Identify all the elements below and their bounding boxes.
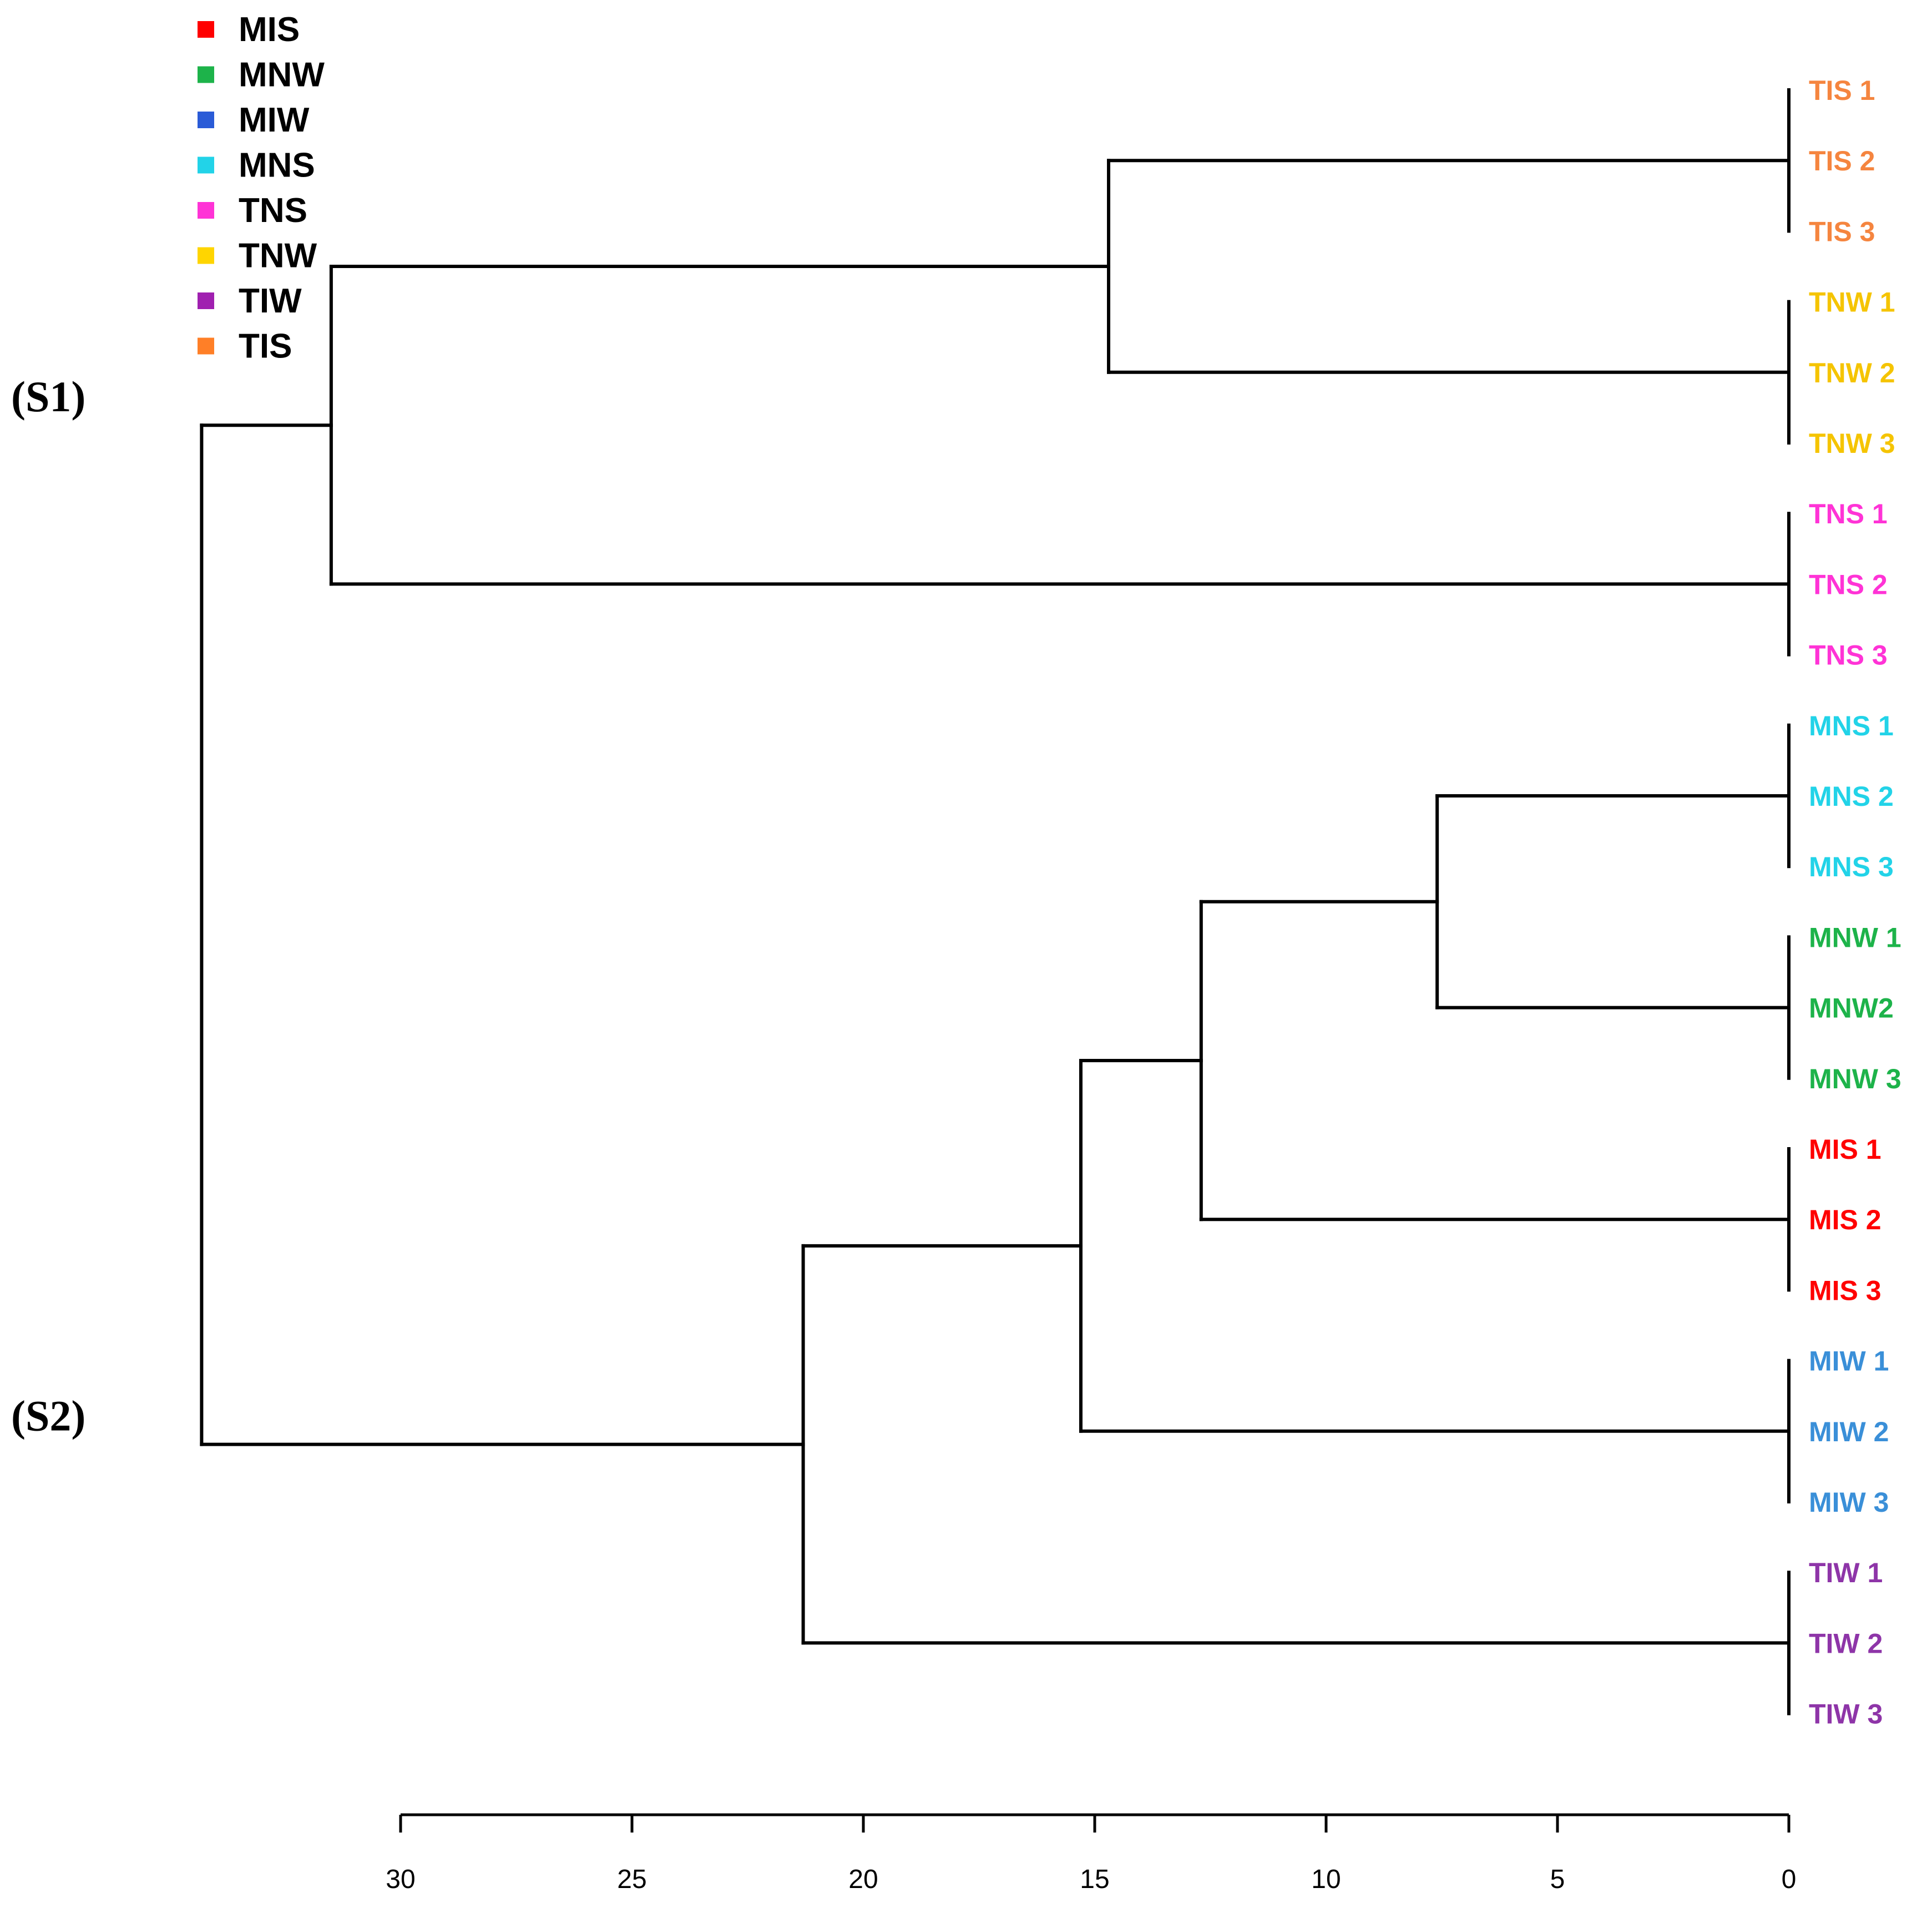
legend-label-miw: MIW (239, 101, 310, 139)
leaf-label-tis1: TIS 1 (1809, 75, 1875, 106)
leaf-label-tns3: TNS 3 (1809, 640, 1888, 671)
legend-label-tiw: TIW (239, 282, 302, 320)
x-tick-label-0: 0 (1782, 1865, 1797, 1894)
legend-swatch-tiw (198, 292, 214, 309)
leaf-label-mnw3: MNW 3 (1809, 1063, 1901, 1094)
legend-label-mis: MIS (239, 11, 300, 49)
legend-swatch-miw (198, 112, 214, 128)
group-labels: (S1) (S2) (11, 372, 85, 1440)
legend-label-mnw: MNW (239, 56, 325, 94)
leaf-label-tns1: TNS 1 (1809, 498, 1888, 529)
leaf-label-miw1: MIW 1 (1809, 1346, 1889, 1377)
legend-label-tis: TIS (239, 327, 292, 366)
leaf-label-tns2: TNS 2 (1809, 569, 1888, 600)
legend-swatch-mis (198, 21, 214, 38)
leaf-label-mns2: MNS 2 (1809, 781, 1894, 812)
leaf-labels: TIS 1 TIS 2 TIS 3 TNW 1 TNW 2 TNW 3 TNS 1 TNS 2… (1809, 75, 1901, 1730)
leaf-label-mis1: MIS 1 (1809, 1134, 1882, 1165)
leaf-label-mns1: MNS 1 (1809, 710, 1894, 741)
leaf-label-mis2: MIS 2 (1809, 1204, 1882, 1235)
legend-swatch-tnw (198, 247, 214, 264)
legend-label-tnw: TNW (239, 237, 317, 275)
x-tick-label-25: 25 (617, 1865, 646, 1894)
leaf-label-tiw2: TIW 2 (1809, 1628, 1883, 1659)
dendrogram-branches (200, 88, 1791, 1715)
leaf-label-tnw2: TNW 2 (1809, 357, 1895, 388)
legend-swatch-tis (198, 337, 214, 355)
leaf-label-mnw1: MNW 1 (1809, 922, 1901, 953)
leaf-label-mns3: MNS 3 (1809, 851, 1894, 882)
group-label-s2: (S2) (11, 1392, 85, 1440)
x-axis: 30 25 20 15 10 5 0 (386, 1813, 1797, 1894)
leaf-label-tis2: TIS 2 (1809, 145, 1875, 176)
x-tick-label-20: 20 (848, 1865, 878, 1894)
x-tick-label-5: 5 (1550, 1865, 1565, 1894)
leaf-label-tiw3: TIW 3 (1809, 1699, 1883, 1730)
legend-swatch-mns (198, 157, 214, 174)
leaf-label-miw2: MIW 2 (1809, 1416, 1889, 1447)
leaf-label-miw3: MIW 3 (1809, 1487, 1889, 1518)
leaf-label-mnw2: MNW2 (1809, 993, 1894, 1024)
leaf-label-tnw3: TNW 3 (1809, 428, 1895, 459)
legend-label-tns: TNS (239, 191, 307, 230)
legend-label-mns: MNS (239, 147, 315, 185)
legend-swatch-tns (198, 202, 214, 219)
x-tick-label-15: 15 (1080, 1865, 1109, 1894)
legend-swatch-mnw (198, 66, 214, 83)
leaf-label-tnw1: TNW 1 (1809, 287, 1895, 318)
legend: MIS MNW MIW MNS TNS TNW TIW TIS (198, 11, 325, 366)
leaf-label-tiw1: TIW 1 (1809, 1557, 1883, 1588)
leaf-label-mis3: MIS 3 (1809, 1275, 1882, 1306)
group-label-s1: (S1) (11, 372, 85, 421)
x-tick-label-30: 30 (386, 1865, 415, 1894)
x-tick-label-10: 10 (1311, 1865, 1341, 1894)
leaf-label-tis3: TIS 3 (1809, 216, 1875, 247)
